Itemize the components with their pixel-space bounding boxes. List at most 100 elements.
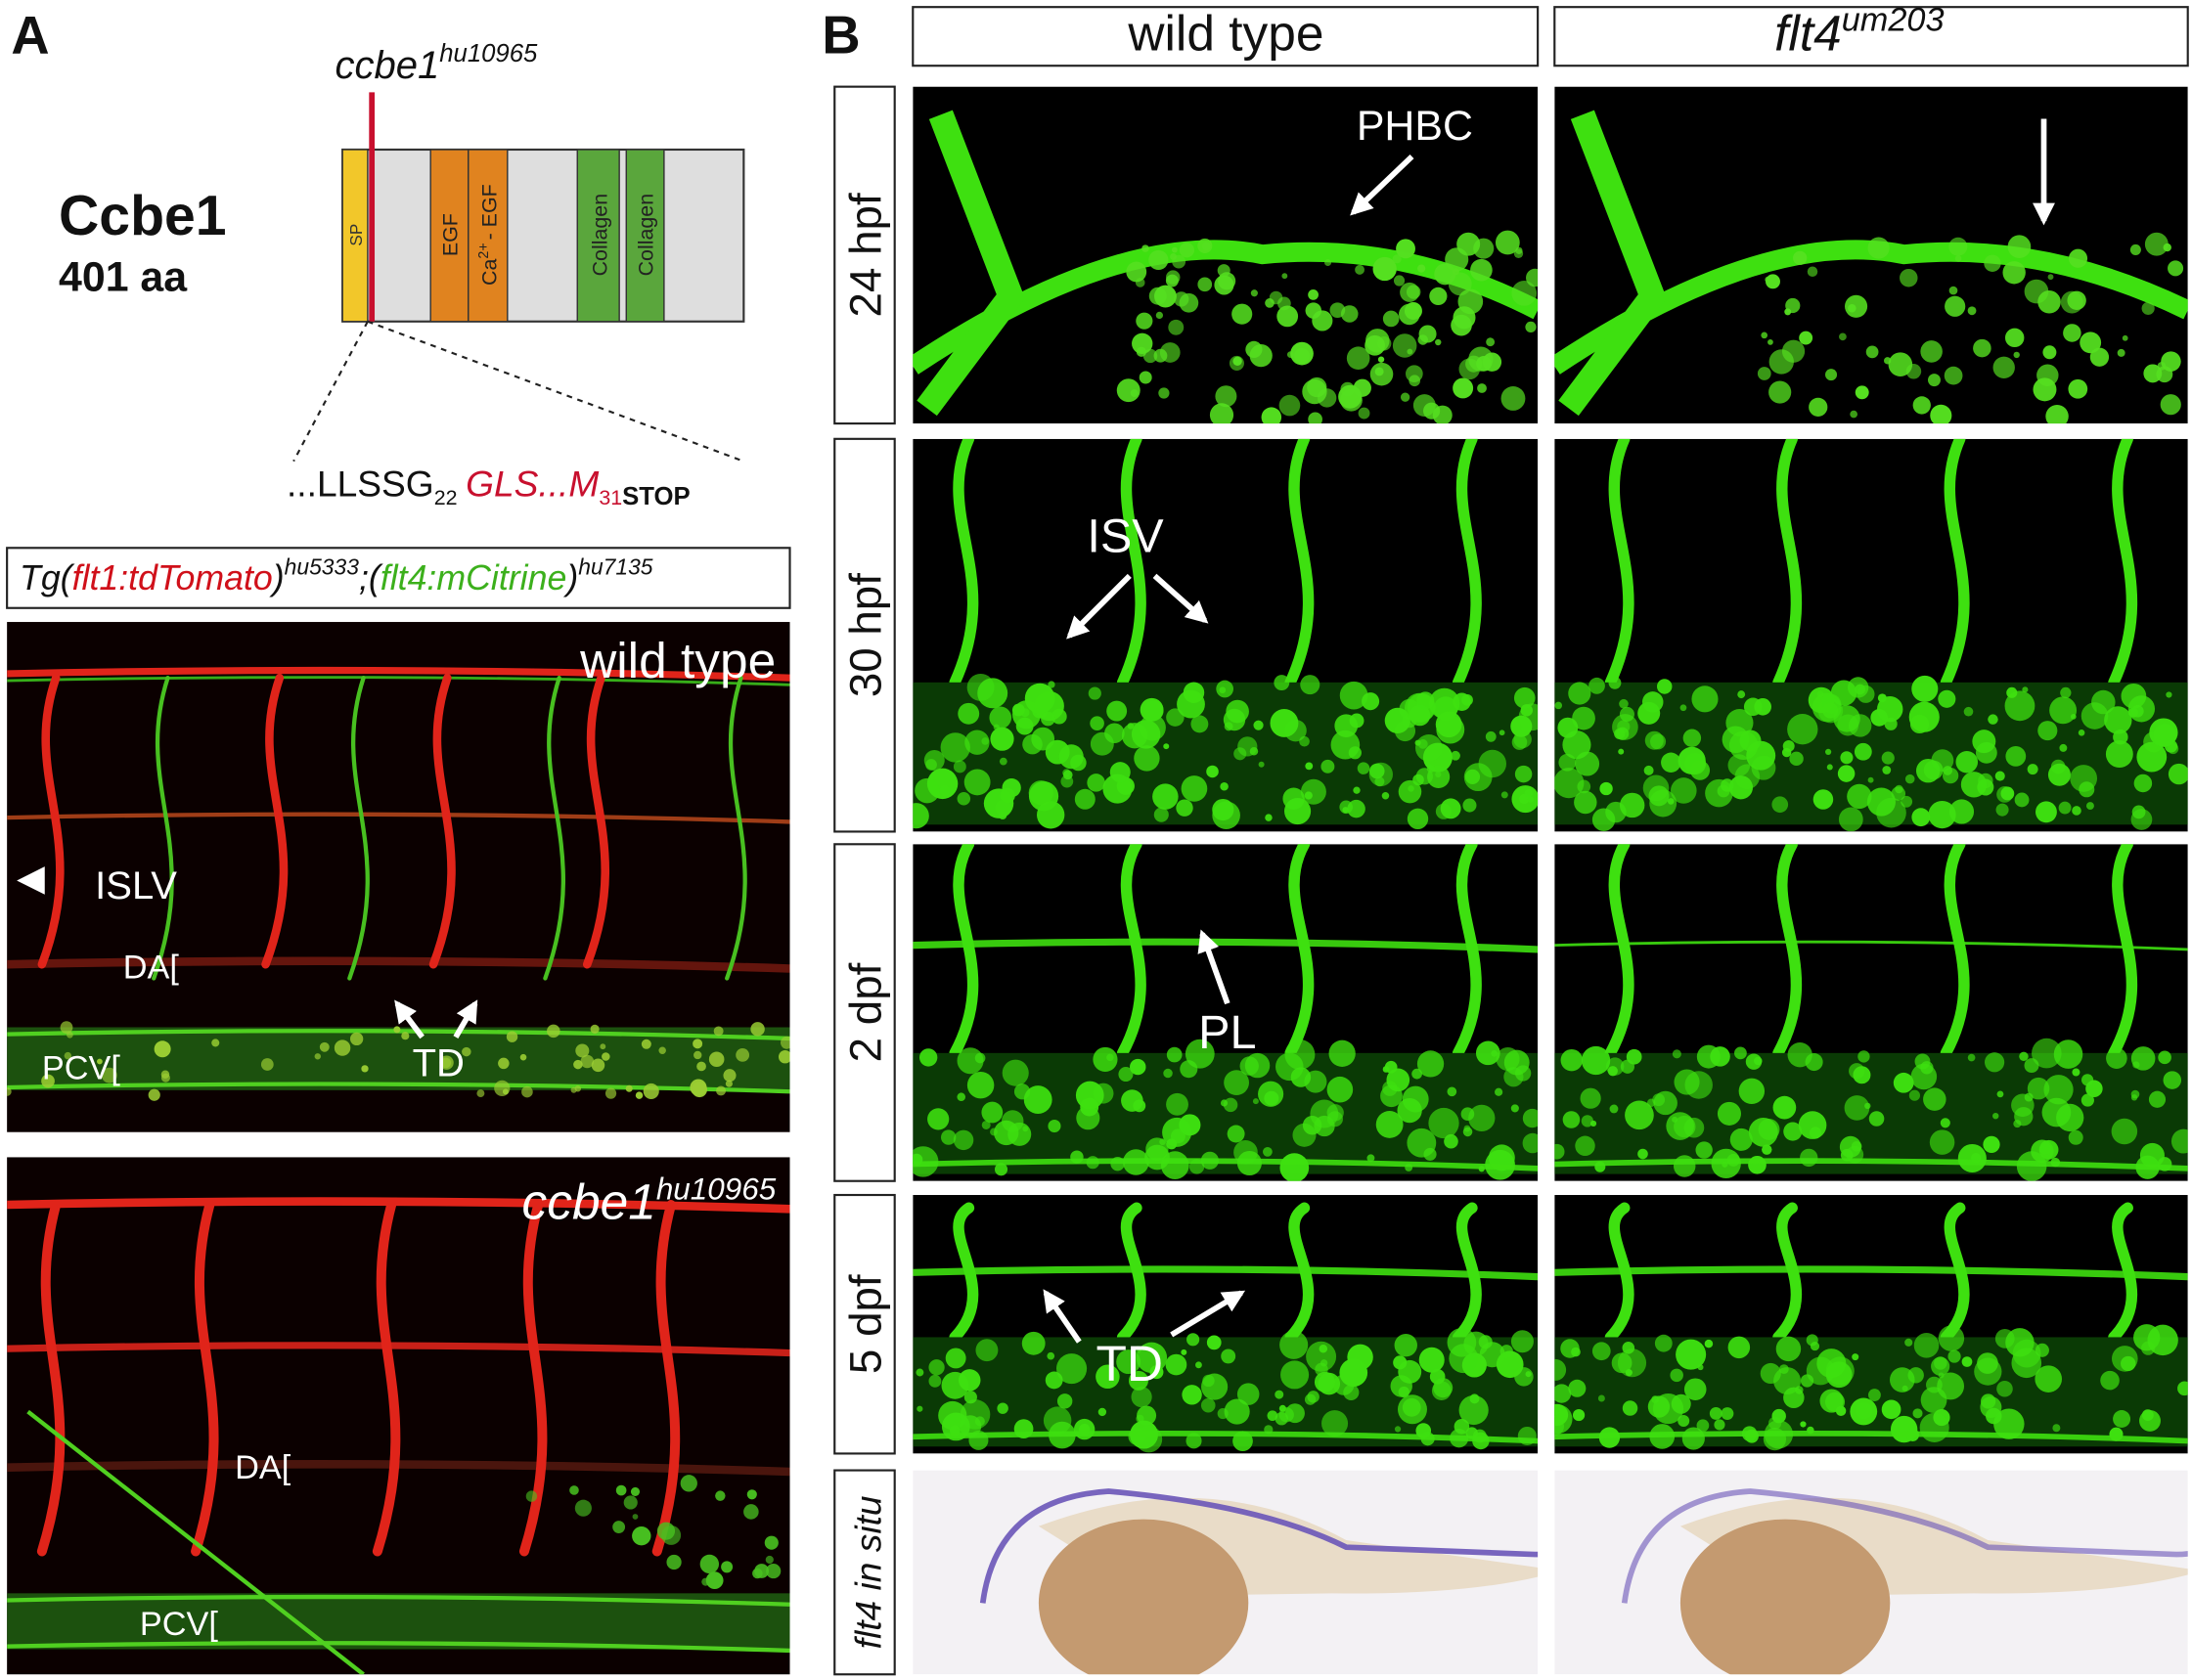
cell [2131, 705, 2144, 718]
cell [2141, 301, 2155, 315]
cell [1284, 1039, 1316, 1070]
cell [1881, 1399, 1901, 1420]
vessel [1772, 438, 1803, 688]
cell [1847, 783, 1872, 810]
cell [1901, 1385, 1908, 1392]
cell [1477, 383, 1487, 393]
cell [1704, 1339, 1714, 1348]
cell [708, 1051, 725, 1068]
cell [1766, 274, 1780, 289]
cell [1591, 1342, 1611, 1361]
cell [1866, 787, 1896, 817]
cell [1737, 690, 1746, 699]
cell [915, 777, 940, 804]
cell [1090, 716, 1104, 730]
cell [1923, 1087, 1946, 1111]
cell [1928, 374, 1941, 387]
micrograph [1554, 438, 2188, 832]
cell [746, 1489, 757, 1500]
row-label: 30 hpf [840, 573, 890, 697]
protein-bar [341, 148, 745, 323]
cell [2002, 261, 2026, 285]
cell [923, 749, 945, 771]
cell [1679, 704, 1687, 712]
cell [1495, 230, 1520, 255]
cell [580, 1054, 595, 1069]
cell [1382, 310, 1400, 328]
vessel [26, 1409, 365, 1675]
row-label: flt4 in situ [847, 1495, 888, 1649]
cell [1738, 1078, 1766, 1105]
cell [349, 1032, 364, 1046]
cell [764, 1535, 779, 1550]
cell [1850, 1397, 1878, 1426]
cell [2163, 243, 2171, 252]
cell [1165, 274, 1179, 287]
cell [1884, 717, 1898, 730]
cell [1868, 1111, 1885, 1127]
transgene-box [6, 547, 791, 609]
cell [1339, 1358, 1368, 1388]
cell [1128, 1370, 1148, 1391]
cell [1980, 1395, 2002, 1418]
cell [1625, 1100, 1654, 1130]
cell [1844, 1095, 1870, 1121]
cell [1806, 1334, 1818, 1347]
annotation: DA[ [123, 949, 180, 986]
cell [462, 1046, 471, 1057]
cell [1904, 774, 1915, 784]
cell [1901, 795, 1913, 808]
cell [1778, 1364, 1789, 1375]
cell [1618, 748, 1625, 755]
vessel [7, 812, 790, 824]
cell [1163, 1068, 1173, 1079]
cell [1522, 1132, 1539, 1154]
cell [494, 1080, 511, 1096]
cell [725, 1080, 733, 1087]
cell [1757, 367, 1771, 380]
cell [2177, 1381, 2188, 1396]
cell [2047, 763, 2071, 786]
cell [1355, 264, 1365, 275]
cell [1920, 340, 1943, 363]
cell [64, 1051, 72, 1060]
cell [1231, 303, 1253, 325]
cell [1076, 1106, 1100, 1130]
cell [1290, 341, 1314, 366]
cell [957, 791, 971, 806]
cell [1920, 1061, 1934, 1075]
cell [2058, 801, 2072, 815]
cell [1031, 727, 1055, 751]
cell [1984, 254, 2001, 272]
cell [1937, 1372, 1965, 1400]
vessel [949, 438, 979, 688]
cell [1554, 1384, 1572, 1403]
cell [928, 1374, 942, 1388]
cell [1166, 1138, 1178, 1150]
cell [1653, 1090, 1678, 1116]
cell [1743, 697, 1763, 717]
cell [2045, 404, 2069, 424]
cell [1423, 1147, 1437, 1161]
cell [1985, 1052, 2005, 1073]
cell [1893, 1072, 1914, 1093]
mutant-sequence: GLS...M [466, 463, 599, 504]
cell [1274, 675, 1290, 691]
expression [979, 1488, 1539, 1604]
cell [1851, 1140, 1862, 1152]
cell [1988, 714, 1998, 725]
cell [989, 706, 1012, 729]
cell [1683, 752, 1707, 775]
panel-label: B [822, 5, 860, 65]
cell [1158, 387, 1170, 399]
cell [401, 1032, 410, 1040]
cell [1995, 803, 2009, 817]
domain-diagram: SP EGF Ca2+ - EGF Collagen Collagen [292, 92, 745, 463]
cell [959, 1415, 982, 1437]
cell [1672, 1116, 1678, 1123]
cell [1007, 1122, 1032, 1146]
cell [1265, 814, 1273, 821]
vessel [2108, 1202, 2138, 1344]
cell [2111, 1118, 2138, 1145]
cell [1090, 731, 1114, 756]
